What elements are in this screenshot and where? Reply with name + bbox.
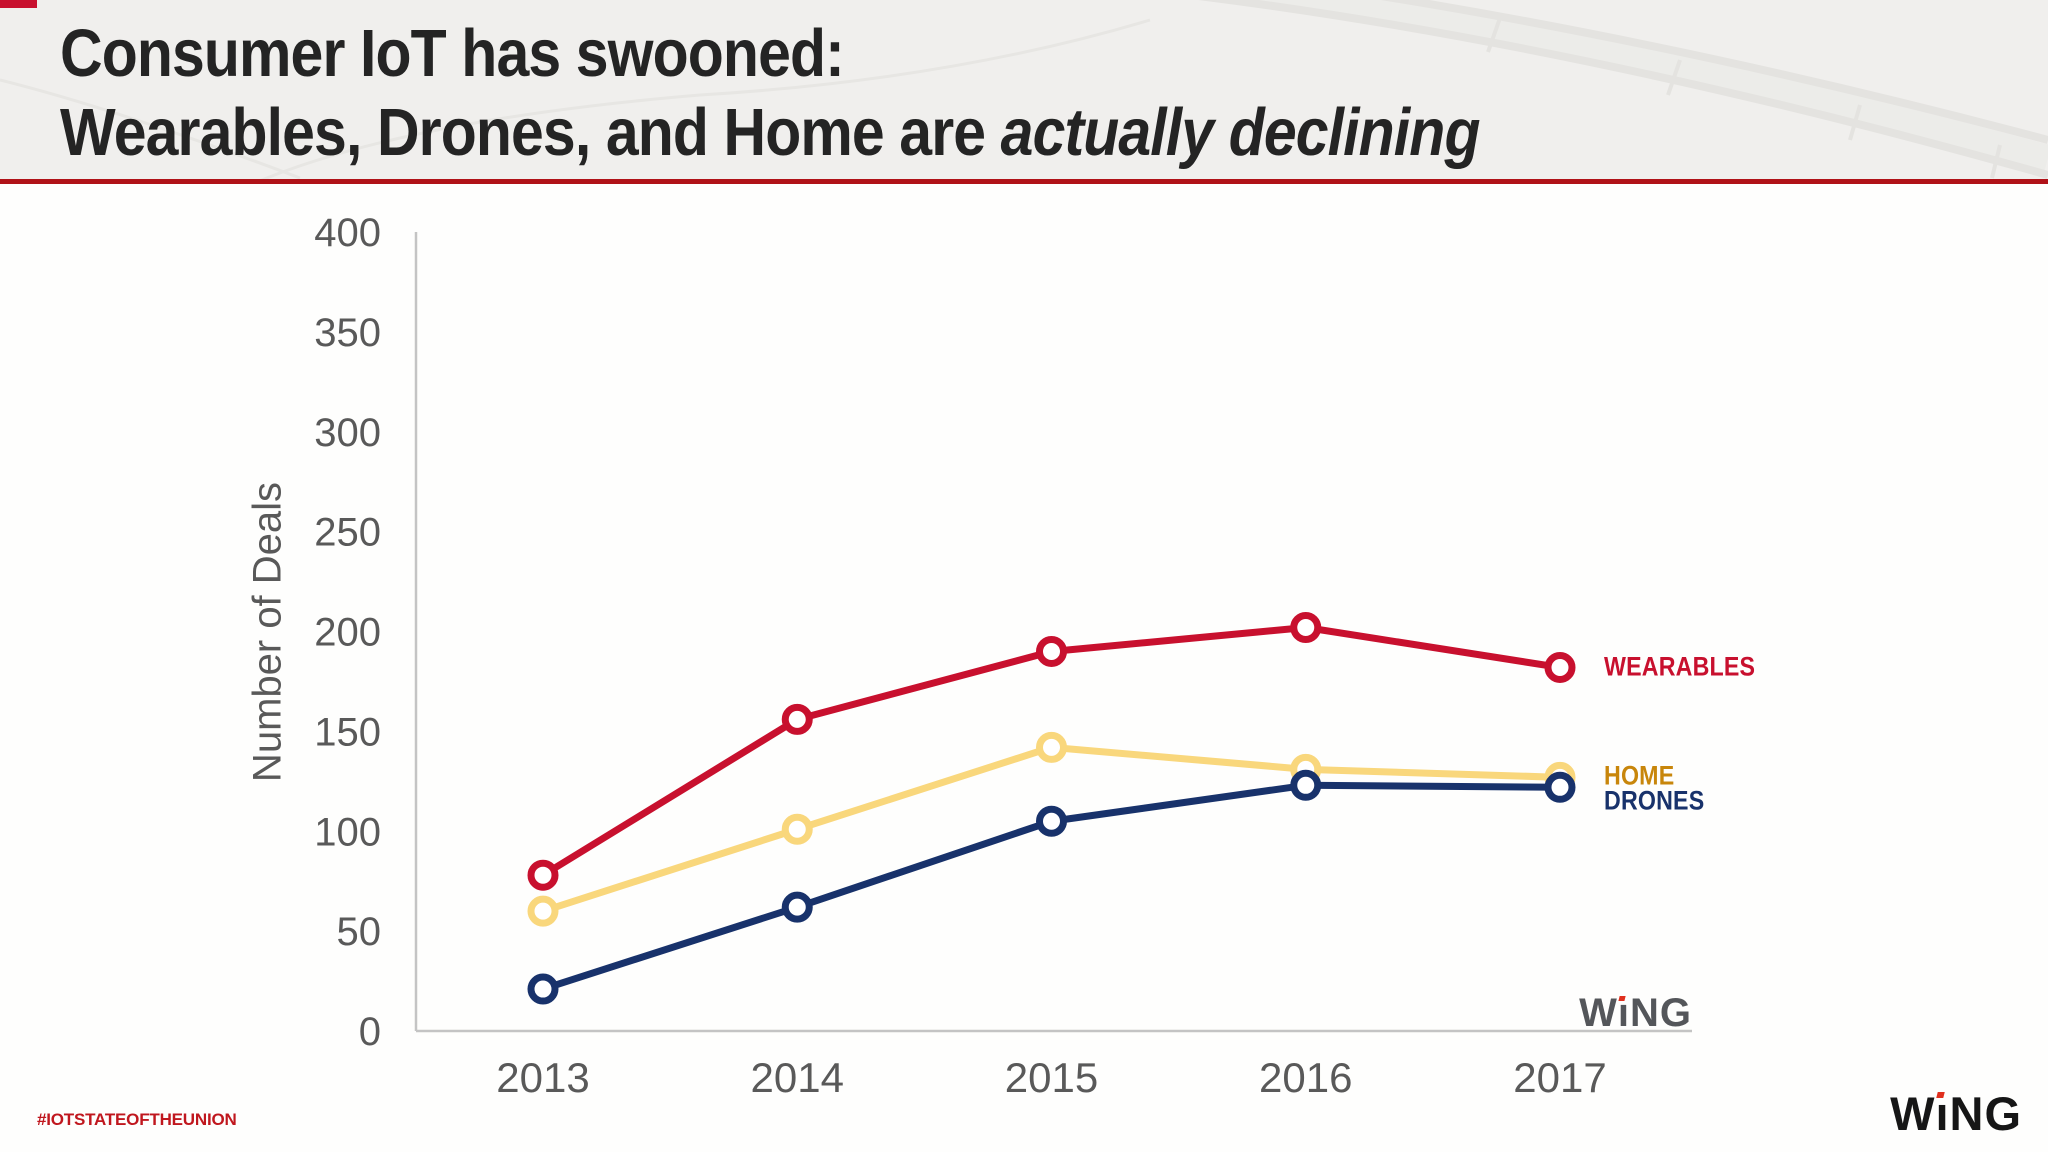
data-point-drones	[1290, 769, 1322, 801]
title-line-1: Consumer IoT has swooned:	[60, 16, 845, 91]
x-tick-label: 2016	[1259, 1054, 1352, 1101]
y-tick-label: 400	[314, 211, 381, 255]
data-point-home	[527, 895, 559, 927]
data-point-wearables	[527, 859, 559, 891]
header-pattern-decoration	[0, 0, 2048, 184]
data-point-wearables	[1290, 612, 1322, 644]
hashtag-label: #IOTSTATEOFTHEUNION	[37, 1110, 237, 1129]
red-divider-line	[0, 179, 2048, 184]
y-tick-label: 300	[314, 411, 381, 455]
y-tick-label: 350	[314, 311, 381, 355]
logo-letter-i: ı	[1935, 1086, 1949, 1141]
series-label-home: HOME	[1604, 760, 1675, 791]
data-point-home	[1036, 731, 1067, 763]
logo-letter-i: ı	[1618, 991, 1630, 1036]
logo-letters-ng: NG	[1949, 1087, 2022, 1140]
red-corner-mark	[0, 0, 37, 8]
y-tick-label: 0	[359, 1010, 381, 1054]
x-tick-label: 2017	[1513, 1054, 1606, 1101]
series-label-drones: DRONES	[1604, 785, 1705, 816]
y-tick-label: 250	[314, 511, 381, 555]
data-point-home	[781, 813, 813, 845]
y-tick-label: 100	[314, 810, 381, 854]
y-tick-label: 50	[337, 910, 382, 954]
title-line-2: Wearables, Drones, and Home are actually…	[60, 93, 1480, 172]
data-point-drones	[1544, 771, 1576, 803]
data-point-wearables	[1544, 651, 1576, 683]
y-axis-title: Number of Deals	[245, 481, 290, 783]
data-point-drones	[1036, 805, 1067, 837]
logo-letters-ng: NG	[1630, 991, 1692, 1035]
series-label-wearables: WEARABLES	[1604, 651, 1756, 682]
logo-letter-i-body: ı	[1935, 1087, 1950, 1140]
title-line-2-italic: actually declining	[1000, 95, 1481, 170]
data-point-drones	[781, 891, 813, 923]
logo-letter-w: W	[1579, 991, 1618, 1035]
x-tick-label: 2014	[751, 1054, 844, 1101]
data-point-drones	[527, 973, 559, 1005]
title-line-2-regular: Wearables, Drones, and Home are	[60, 95, 1001, 170]
x-tick-label: 2015	[1005, 1054, 1098, 1101]
x-tick-label: 2013	[496, 1054, 589, 1101]
data-point-wearables	[1036, 635, 1067, 667]
data-point-wearables	[781, 703, 813, 735]
y-tick-label: 150	[314, 710, 381, 754]
slide-title: Consumer IoT has swooned: Wearables, Dro…	[60, 14, 1673, 172]
logo-letter-i-body: ı	[1617, 991, 1630, 1035]
logo-letter-w: W	[1890, 1087, 1936, 1140]
slide-header: Consumer IoT has swooned: Wearables, Dro…	[0, 0, 2048, 184]
y-tick-label: 200	[314, 611, 381, 655]
